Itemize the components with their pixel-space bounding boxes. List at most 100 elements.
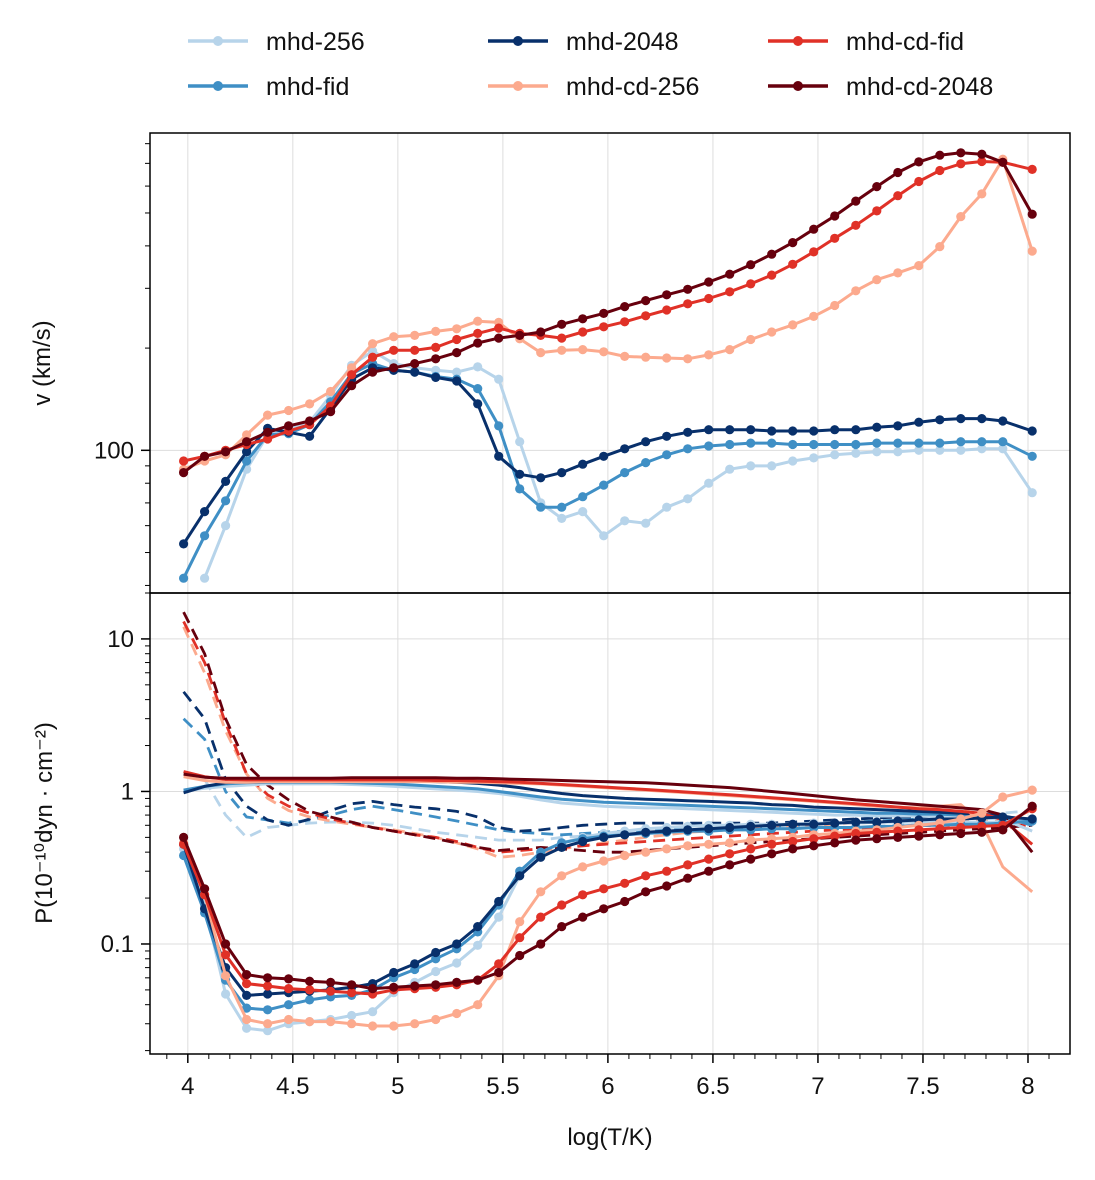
point-mhd-fid [746, 438, 756, 448]
point-mhd-cd-fid [284, 984, 294, 994]
point-mhd-cd-fid [788, 836, 798, 847]
point-mhd-256 [494, 912, 504, 922]
point-mhd-2048 [683, 825, 693, 835]
point-mhd-cd-256 [431, 1014, 441, 1025]
point-mhd-cd-2048 [536, 939, 546, 949]
point-mhd-2048 [494, 451, 504, 461]
point-mhd-cd-2048 [515, 950, 525, 961]
legend-marker [793, 81, 803, 91]
point-mhd-2048 [452, 939, 462, 949]
point-mhd-2048 [410, 959, 420, 969]
point-mhd-cd-256 [536, 348, 546, 358]
point-mhd-cd-2048 [662, 290, 672, 300]
point-mhd-fid [725, 439, 735, 450]
point-mhd-2048 [305, 431, 315, 441]
point-mhd-cd-256 [935, 242, 945, 252]
point-mhd-cd-fid [872, 206, 882, 216]
point-mhd-256 [956, 445, 966, 455]
point-mhd-cd-2048 [599, 904, 609, 914]
point-mhd-2048 [410, 367, 420, 377]
solid-line-mhd-256 [183, 782, 1033, 833]
point-mhd-cd-2048 [536, 327, 546, 337]
point-mhd-cd-fid [242, 979, 252, 989]
point-mhd-cd-2048 [242, 437, 252, 447]
point-mhd-fid [536, 502, 546, 512]
point-mhd-cd-2048 [662, 881, 672, 891]
point-mhd-cd-256 [410, 330, 420, 340]
point-mhd-cd-fid [515, 933, 525, 943]
point-mhd-cd-2048 [1027, 209, 1037, 219]
point-mhd-2048 [536, 852, 546, 862]
solid-line-mhd-cd-2048 [183, 772, 1034, 854]
legend-marker [213, 81, 223, 91]
point-mhd-cd-fid [725, 287, 735, 297]
point-mhd-2048 [830, 818, 840, 828]
point-mhd-cd-256 [872, 275, 882, 285]
point-mhd-cd-2048 [347, 381, 357, 391]
point-mhd-cd-fid [935, 165, 945, 176]
point-mhd-256 [851, 448, 861, 458]
point-mhd-256 [998, 444, 1008, 454]
point-mhd-cd-2048 [872, 834, 882, 844]
point-mhd-cd-2048 [305, 976, 315, 986]
point-mhd-256 [809, 453, 819, 463]
point-mhd-cd-2048 [977, 827, 987, 837]
legend-entry-mhd-cd-256: mhd-cd-256 [488, 73, 699, 101]
point-mhd-cd-fid [851, 220, 861, 230]
point-mhd-fid [221, 496, 231, 506]
point-mhd-cd-256 [683, 841, 693, 851]
point-mhd-256 [368, 1007, 378, 1017]
point-mhd-cd-256 [326, 1017, 336, 1027]
point-mhd-2048 [998, 416, 1008, 426]
point-mhd-cd-256 [977, 808, 987, 818]
point-mhd-cd-2048 [620, 302, 630, 312]
point-mhd-256 [494, 374, 504, 384]
x-tick-label: 5 [391, 1073, 404, 1100]
point-mhd-256 [263, 1026, 273, 1036]
point-mhd-cd-2048 [305, 416, 315, 426]
top-panel-frame [149, 132, 1071, 594]
point-mhd-2048 [872, 817, 882, 827]
point-mhd-fid [809, 439, 819, 450]
point-mhd-fid [179, 573, 189, 583]
point-mhd-cd-2048 [326, 977, 336, 988]
point-mhd-cd-fid [473, 328, 483, 338]
point-mhd-256 [557, 513, 567, 524]
legend-entry-mhd-2048: mhd-2048 [488, 28, 679, 56]
x-tick-label: 7 [811, 1073, 824, 1100]
point-mhd-2048 [578, 459, 588, 469]
point-mhd-cd-2048 [431, 980, 441, 990]
point-mhd-cd-2048 [767, 849, 777, 859]
point-mhd-2048 [788, 426, 798, 436]
point-mhd-2048 [872, 422, 882, 432]
point-mhd-cd-256 [641, 847, 651, 857]
point-mhd-cd-256 [284, 405, 294, 416]
point-mhd-2048 [746, 821, 756, 832]
point-mhd-fid [662, 450, 672, 460]
point-mhd-2048 [242, 447, 252, 457]
point-mhd-fid [242, 1003, 252, 1013]
point-mhd-2048 [200, 507, 210, 517]
point-mhd-cd-256 [431, 326, 441, 336]
point-mhd-2048 [620, 444, 630, 454]
point-mhd-fid [557, 502, 567, 512]
point-mhd-cd-256 [746, 835, 756, 845]
point-mhd-cd-256 [389, 332, 399, 342]
point-mhd-cd-256 [284, 1014, 294, 1025]
point-mhd-2048 [914, 417, 924, 427]
point-mhd-cd-fid [494, 323, 504, 333]
point-mhd-2048 [494, 896, 504, 907]
point-mhd-fid [242, 456, 252, 466]
point-mhd-fid [620, 468, 630, 478]
point-mhd-cd-2048 [704, 277, 714, 287]
point-mhd-2048 [809, 819, 819, 829]
point-mhd-cd-2048 [830, 211, 840, 221]
x-tick-label: 5.5 [486, 1073, 519, 1100]
legend-entry-mhd-cd-fid: mhd-cd-fid [768, 28, 964, 56]
legend-entry-mhd-256: mhd-256 [188, 28, 365, 56]
point-mhd-2048 [725, 425, 735, 435]
point-mhd-cd-2048 [557, 922, 567, 932]
point-mhd-cd-2048 [788, 238, 798, 248]
point-mhd-cd-2048 [179, 832, 189, 843]
point-mhd-256 [830, 450, 840, 460]
